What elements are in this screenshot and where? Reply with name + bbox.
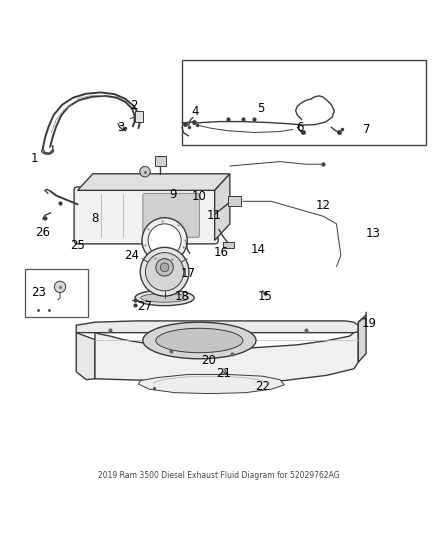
Text: 17: 17: [181, 266, 196, 279]
Text: 19: 19: [362, 318, 377, 330]
Text: 16: 16: [214, 246, 229, 259]
Text: 11: 11: [207, 208, 222, 222]
Text: 14: 14: [251, 244, 266, 256]
Text: 21: 21: [216, 367, 231, 379]
Polygon shape: [78, 174, 230, 190]
Text: 2: 2: [131, 99, 138, 112]
Text: 7: 7: [363, 123, 371, 136]
Text: 2019 Ram 3500 Diesel Exhaust Fluid Diagram for 52029762AG: 2019 Ram 3500 Diesel Exhaust Fluid Diagr…: [98, 471, 340, 480]
Circle shape: [54, 281, 66, 293]
Text: 25: 25: [70, 239, 85, 252]
Text: 3: 3: [117, 121, 125, 134]
Bar: [182, 60, 426, 144]
Circle shape: [145, 253, 184, 291]
Circle shape: [160, 263, 169, 272]
Text: 24: 24: [124, 249, 139, 262]
Bar: [228, 196, 241, 206]
Text: 9: 9: [170, 188, 177, 201]
Bar: [135, 111, 143, 122]
Circle shape: [140, 166, 150, 177]
Circle shape: [148, 224, 181, 257]
Polygon shape: [138, 375, 284, 393]
Bar: [155, 156, 166, 166]
Text: 26: 26: [35, 226, 50, 239]
Text: 6: 6: [296, 121, 303, 134]
Text: 1: 1: [30, 152, 38, 165]
Text: 4: 4: [191, 106, 199, 118]
Polygon shape: [358, 315, 366, 362]
FancyBboxPatch shape: [143, 193, 199, 237]
Circle shape: [156, 259, 173, 276]
Text: 27: 27: [138, 300, 152, 313]
Bar: [223, 241, 234, 248]
FancyBboxPatch shape: [74, 187, 218, 244]
Polygon shape: [95, 332, 358, 383]
Polygon shape: [215, 174, 230, 240]
Text: 22: 22: [255, 379, 270, 393]
Text: 5: 5: [257, 102, 264, 116]
Ellipse shape: [143, 322, 256, 359]
Text: 10: 10: [192, 190, 207, 204]
Polygon shape: [76, 333, 95, 379]
Bar: [25, 269, 88, 317]
Text: 13: 13: [366, 228, 381, 240]
Ellipse shape: [156, 328, 243, 353]
Ellipse shape: [135, 290, 194, 305]
Text: 23: 23: [31, 286, 46, 299]
Text: 8: 8: [91, 212, 99, 225]
Text: 20: 20: [201, 353, 215, 367]
Circle shape: [140, 247, 189, 296]
Text: 15: 15: [257, 289, 272, 303]
Text: 12: 12: [316, 199, 331, 212]
Ellipse shape: [141, 294, 188, 302]
Polygon shape: [76, 321, 358, 333]
Circle shape: [142, 218, 187, 263]
Text: 18: 18: [175, 290, 190, 303]
